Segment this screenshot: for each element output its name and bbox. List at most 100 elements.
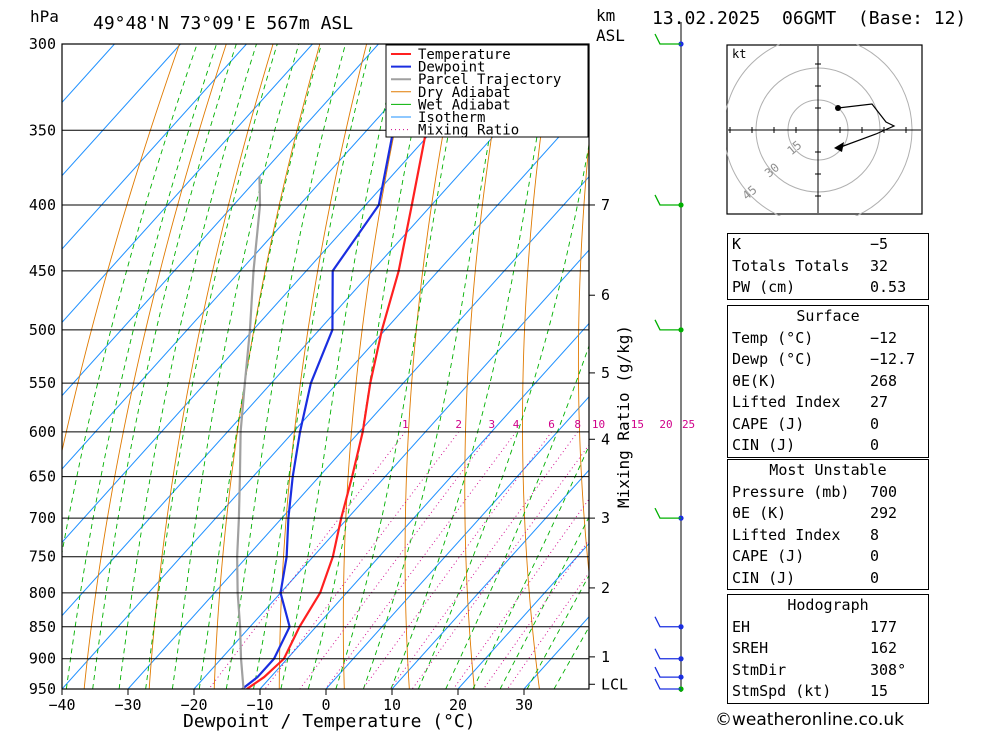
wet-adiabat-line [307,44,432,689]
hodograph-param-label: EH [732,617,751,636]
mixing-ratio-label: 10 [592,418,605,431]
surface-label: CIN (J) [732,436,796,454]
wet-adiabat-line [225,44,346,689]
wet-adiabat-line [335,44,467,689]
km-tick-label: 3 [601,509,610,527]
hodograph-param-row: StmDir 308° [728,660,928,682]
pressure-tick-label: 300 [29,35,56,53]
mixing-ratio-label: 20 [659,418,672,431]
most-unstable-row: Lifted Index 8 [728,525,928,547]
most-unstable-label: CIN (J) [732,568,796,587]
surface-row: Lifted Index 27 [728,392,928,414]
mixing-ratio-line [452,498,589,689]
km-label: km [596,6,615,25]
mixing-ratio-line [299,431,493,689]
mixing-ratio-label: 8 [574,418,581,431]
wet-adiabat-line [362,44,507,689]
legend-label: Dry Adiabat [418,85,511,101]
surface-row: CAPE (J) 0 [728,414,928,436]
wind-barb [654,678,681,690]
hodograph-param-value: 162 [870,639,898,657]
hodograph-param-label: StmSpd (kt) [732,682,832,700]
most-unstable-value: 0 [870,547,880,565]
wet-adiabat-line [445,344,589,689]
dry-adiabat-line [633,44,670,689]
most-unstable-row: CAPE (J) 0 [728,546,928,568]
isotherm-line [62,44,445,470]
dry-adiabat-line [83,44,227,689]
x-tick-label: −10 [246,696,273,714]
footer-credit: ©weatheronline.co.uk [715,710,905,730]
wind-barb [654,666,681,678]
surface-label: CAPE (J) [732,414,805,433]
index-label: Totals Totals [732,256,850,275]
dry-adiabat-line [278,44,368,689]
km-tick-label: 1 [601,648,610,666]
index-label: K [732,235,742,253]
legend-label: Wet Adiabat [418,97,511,113]
most-unstable-value: 700 [870,482,898,501]
surface-label: Dewp (°C) [732,350,814,368]
legend-label: Dewpoint [418,60,485,76]
mixing-ratio-label: 25 [682,418,695,431]
dry-adiabat-line [148,44,274,689]
isotherm-line [127,176,589,689]
km-tick-label: 5 [601,364,610,382]
most-unstable-label: Pressure (mb) [732,482,850,501]
mixing-ratio-line [325,431,517,689]
dry-adiabat-line [342,44,414,689]
pressure-tick-label: 400 [29,196,56,214]
legend-label: Temperature [418,47,511,63]
isotherm-line [656,44,700,689]
surface-row: Dewp (°C) −12.7 [728,349,928,371]
x-tick-label: −20 [180,696,207,714]
storm-motion-marker [834,142,844,152]
isotherm-line [62,44,511,544]
mixing-ratio-label: 2 [455,418,462,431]
mixing-ratio-line [362,431,552,689]
x-tick-label: 20 [449,696,467,714]
km-tick-label: LCL [601,675,628,693]
wind-barb [654,319,681,331]
surface-value: −12 [870,328,898,347]
pressure-tick-label: 850 [29,618,56,636]
isotherm-line [62,44,577,617]
isotherm-line [62,44,313,324]
hodograph-trace [837,103,896,149]
dry-adiabat-line [685,44,700,689]
wet-adiabat-line [145,44,278,689]
pressure-tick-label: 500 [29,321,56,339]
most-unstable-row: Pressure (mb) 700 [728,482,928,504]
wet-adiabat-line [390,44,554,689]
asl-label: ASL [596,26,625,45]
km-tick-label: 6 [601,286,610,304]
index-row: K −5 [728,234,928,256]
isotherm-line [62,44,115,104]
wet-adiabat-line [171,44,300,689]
datetime-title: 13.02.2025 06GMT (Base: 12) [652,8,967,29]
surface-value: 0 [870,414,880,433]
hodograph-param-value: 308° [870,660,907,679]
dry-adiabat-line [404,44,461,689]
hodograph-param-label: SREH [732,639,769,657]
most-unstable-row: CIN (J) 0 [728,568,928,590]
wet-adiabat-line [499,516,589,689]
surface-row: Temp (°C) −12 [728,328,928,350]
mixing-ratio-axis-label: Mixing Ratio (g/kg) [614,325,633,508]
pressure-tick-label: 350 [29,121,56,139]
indices-table: K −5 Totals Totals 32 PW (cm) 0.53 [727,233,929,300]
surface-label: Temp (°C) [732,328,814,347]
most-unstable-title: Most Unstable [769,461,887,479]
mixing-ratio-label: 1 [402,418,409,431]
dry-adiabat-line [62,44,180,453]
hodograph-param-label: StmDir [732,660,787,679]
isotherm-line [62,44,181,177]
surface-title: Surface [796,307,860,325]
mixing-ratio-line [483,539,589,689]
mixing-ratio-label: 15 [631,418,644,431]
dry-adiabat-line [577,138,589,577]
km-tick-label: 7 [601,196,610,214]
dewpoint-line [241,44,420,689]
mixing-ratio-label: 4 [513,418,520,431]
